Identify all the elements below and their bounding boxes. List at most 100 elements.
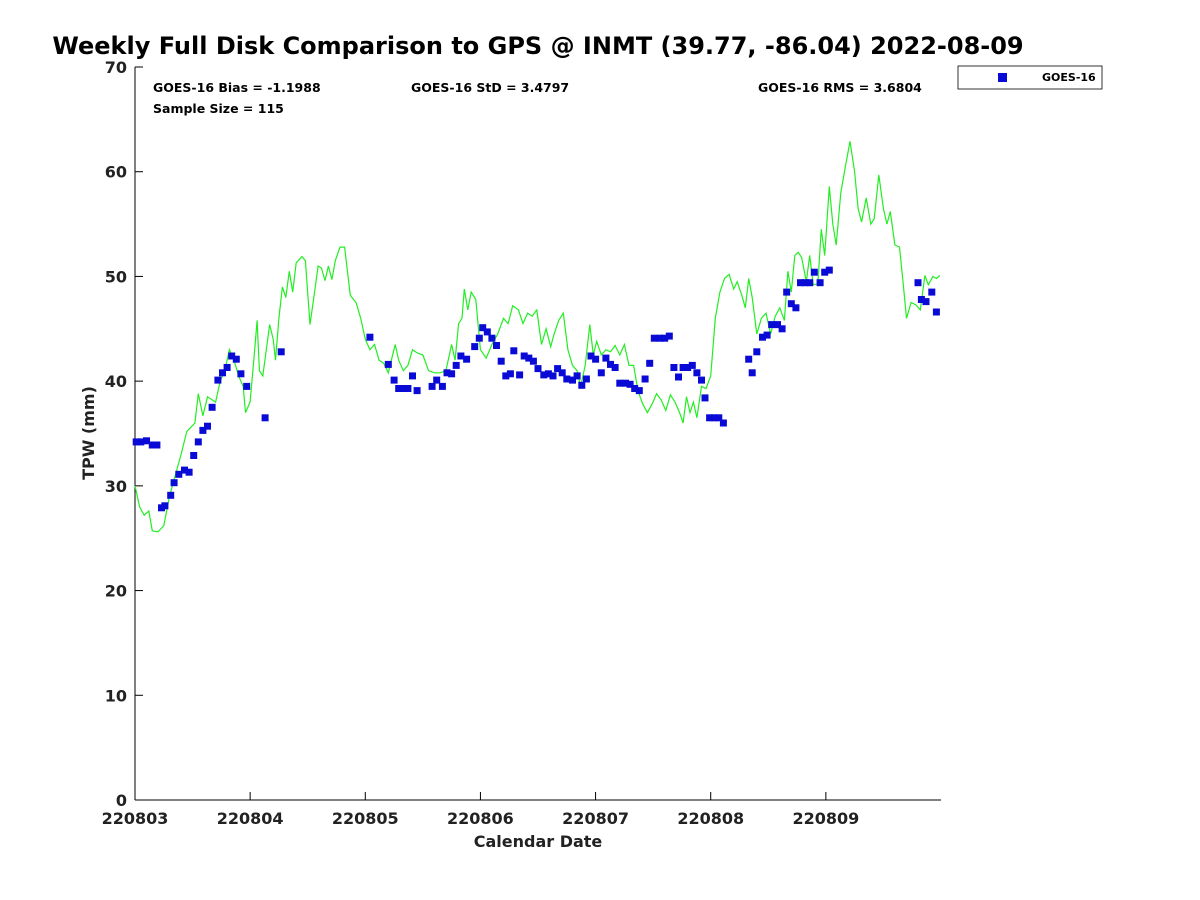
goes16-point: [228, 352, 236, 360]
goes16-point: [592, 355, 600, 363]
goes16-point: [161, 502, 169, 510]
goes16-point: [175, 470, 183, 478]
goes16-point: [821, 268, 829, 276]
goes16-point: [190, 452, 198, 459]
goes16-point: [616, 379, 624, 387]
goes16-point: [715, 414, 723, 422]
goes16-point: [792, 304, 800, 312]
goes16-point: [650, 334, 658, 342]
goes16-point: [488, 334, 496, 342]
goes16-point: [438, 382, 446, 390]
goes16-point: [497, 357, 505, 365]
goes16-point: [748, 369, 756, 377]
goes16-point: [243, 382, 251, 390]
goes16-point: [928, 288, 936, 296]
goes16-point: [801, 279, 809, 287]
goes16-point: [693, 369, 701, 377]
goes16-point: [137, 438, 145, 446]
x-tick-label: 220805: [332, 809, 399, 828]
goes16-point: [199, 426, 207, 434]
goes16-point: [443, 369, 451, 377]
goes16-point: [194, 438, 202, 446]
goes16-point: [641, 375, 649, 383]
goes16-point: [679, 364, 687, 371]
goes16-point: [675, 373, 682, 381]
goes16-point: [602, 354, 610, 362]
y-tick-label: 40: [105, 372, 127, 391]
goes16-point: [534, 365, 542, 373]
goes16-point: [448, 370, 456, 378]
goes16-point: [261, 414, 269, 422]
goes16-point: [549, 372, 557, 380]
goes16-point: [631, 385, 639, 392]
goes16-point: [540, 371, 548, 379]
goes16-point: [516, 371, 524, 379]
goes16-point: [502, 372, 510, 380]
goes16-point: [167, 491, 175, 499]
goes16-point: [399, 385, 407, 392]
goes16-point: [646, 359, 654, 367]
legend-label-goes16: GOES-16: [1042, 71, 1096, 84]
goes16-point: [670, 364, 678, 371]
goes16-point: [787, 300, 795, 308]
goes16-point: [558, 369, 566, 377]
goes16-point: [452, 361, 460, 369]
y-ticks: 0 10 20 30 40 50 60 70: [105, 58, 143, 810]
goes16-point: [132, 438, 140, 446]
y-axis-label: TPW (mm): [79, 386, 98, 480]
goes16-point: [774, 321, 781, 329]
goes16-point: [816, 279, 824, 287]
goes16-point: [797, 279, 804, 287]
goes16-point: [390, 376, 398, 384]
goes16-point: [208, 403, 216, 411]
goes16-point: [404, 385, 412, 392]
goes16-point: [706, 414, 714, 422]
goes16-point: [688, 361, 696, 369]
goes16-point: [719, 419, 727, 427]
goes16-point: [493, 342, 500, 349]
goes16-point: [582, 375, 590, 383]
goes16-point: [759, 333, 766, 341]
goes16-point: [554, 365, 562, 373]
goes16-point: [569, 376, 576, 384]
goes16-point: [778, 325, 786, 333]
goes16-point: [457, 352, 465, 360]
y-tick-label: 70: [105, 58, 127, 77]
goes16-point: [914, 279, 922, 287]
goes16-point: [366, 333, 374, 341]
bias-stat: GOES-16 Bias = -1.1988: [153, 80, 321, 95]
goes16-point: [622, 379, 629, 387]
std-stat: GOES-16 StD = 3.4797: [411, 80, 569, 95]
y-tick-label: 50: [105, 267, 127, 286]
goes16-point: [710, 414, 718, 422]
goes16-point: [170, 479, 178, 487]
goes16-point: [544, 370, 552, 378]
goes16-point: [626, 380, 634, 388]
goes16-point: [479, 324, 487, 332]
goes16-point: [413, 387, 421, 395]
goes16-point: [665, 332, 673, 340]
goes16-point: [587, 352, 595, 360]
goes16-point: [143, 437, 150, 445]
goes16-point: [148, 441, 156, 449]
goes16-point: [607, 360, 614, 368]
goes16-point: [529, 357, 537, 365]
goes16-point: [922, 298, 930, 306]
goes16-point: [810, 268, 818, 276]
gps-series: [134, 141, 941, 533]
goes16-point: [471, 343, 479, 351]
goes16-point: [510, 347, 518, 355]
legend: GOES-16: [957, 65, 1103, 90]
x-tick-label: 220807: [562, 809, 629, 828]
goes16-point: [223, 364, 231, 371]
y-tick-label: 30: [105, 477, 127, 496]
goes16-point: [483, 328, 491, 336]
x-ticks: 220803 220804 220805 220806 220807 220808 2208…: [102, 792, 859, 828]
goes16-point: [701, 394, 709, 402]
x-axis-label: Calendar Date: [474, 832, 603, 851]
x-tick-label: 220806: [447, 809, 514, 828]
goes16-point: [409, 372, 416, 380]
goes16-point: [520, 352, 528, 360]
goes16-point: [768, 321, 776, 329]
goes16-point: [917, 296, 925, 303]
